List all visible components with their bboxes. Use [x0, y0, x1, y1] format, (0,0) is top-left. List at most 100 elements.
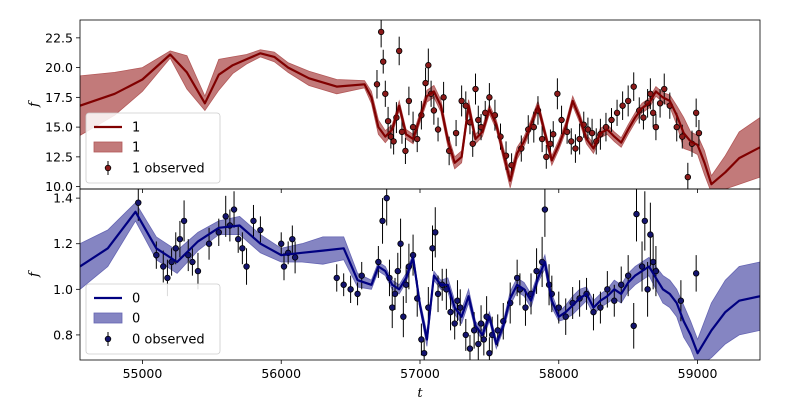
observed-point [454, 297, 461, 304]
x-tick-label: 57000 [400, 366, 440, 381]
top-x-ticks [142, 189, 698, 193]
observed-point [180, 217, 188, 225]
observed-point [647, 90, 654, 97]
observed-point [618, 281, 625, 288]
observed-point [608, 116, 615, 124]
observed-point [541, 206, 549, 213]
y-tick-label: 1.4 [53, 191, 73, 206]
observed-point [420, 349, 428, 357]
observed-point [430, 107, 438, 114]
observed-point [630, 322, 637, 329]
observed-point [692, 109, 700, 117]
observed-point [222, 213, 229, 220]
observed-point [673, 123, 680, 131]
observed-point [480, 336, 488, 343]
observed-point [447, 308, 454, 316]
observed-point [377, 28, 385, 36]
observed-point [280, 263, 288, 270]
x-tick-label: 56000 [261, 366, 301, 381]
observed-point [243, 263, 250, 270]
observed-point [597, 304, 604, 311]
observed-point [475, 116, 482, 124]
observed-point [633, 210, 640, 218]
observed-point [538, 135, 546, 143]
observed-point [588, 129, 596, 137]
observed-point [568, 138, 575, 145]
observed-point [440, 94, 447, 101]
y-tick-label: 12.5 [45, 149, 73, 164]
observed-point [576, 135, 583, 143]
legend-entry-band: 0 [132, 312, 140, 327]
observed-point [333, 274, 340, 282]
observed-point [340, 281, 347, 288]
observed-point [257, 226, 264, 234]
observed-point [513, 274, 521, 282]
observed-point [452, 129, 460, 137]
observed-point [414, 135, 421, 143]
observed-point [383, 194, 390, 202]
observed-point [677, 297, 685, 304]
observed-point [649, 109, 657, 117]
x-tick-label: 59000 [678, 366, 718, 381]
observed-point [375, 258, 382, 266]
observed-point [289, 235, 296, 243]
observed-point [458, 97, 465, 105]
legend-point-swatch [104, 164, 112, 172]
legend-band-swatch [93, 312, 123, 324]
observed-point [466, 345, 474, 352]
x-tick-label: 55000 [123, 366, 163, 381]
legend-band-swatch [93, 141, 123, 153]
observed-point [624, 97, 632, 105]
observed-point [486, 349, 493, 357]
observed-point [389, 304, 396, 311]
observed-point [391, 290, 399, 298]
observed-point [584, 126, 592, 133]
observed-point [469, 140, 476, 147]
observed-point [679, 133, 686, 140]
observed-point [250, 217, 257, 225]
bottom-x-ticks: 55000 56000 57000 58000 59000 [123, 360, 718, 381]
y-tick-label: 10.0 [45, 179, 73, 194]
observed-point [562, 313, 569, 320]
observed-point [457, 304, 464, 311]
observed-point [644, 286, 651, 293]
observed-point [153, 251, 160, 259]
observed-point [572, 145, 579, 152]
observed-point [384, 117, 392, 125]
observed-point [135, 199, 142, 206]
legend-box [85, 112, 221, 184]
observed-point [379, 217, 386, 225]
observed-point [477, 320, 485, 327]
observed-point [176, 235, 184, 243]
observed-point [409, 123, 417, 131]
mean-line-path [80, 52, 760, 186]
observed-point [641, 217, 649, 225]
top-legend: 1 1 1 observed [85, 112, 221, 184]
observed-point [394, 267, 401, 275]
observed-point [619, 102, 626, 109]
observed-point [405, 97, 413, 105]
observed-point [395, 47, 403, 55]
observed-point [550, 131, 557, 138]
bottom-legend: 0 0 0 observed [85, 283, 221, 355]
top-panel: 10.0 12.5 15.0 17.5 20.0 22.5 f 1 1 1 observed [27, 19, 761, 194]
observed-point [215, 229, 222, 236]
mean-line-path [80, 210, 760, 355]
observed-point [291, 254, 299, 261]
observed-point [380, 58, 387, 65]
observed-point [638, 263, 646, 270]
observed-point [472, 85, 479, 93]
bottom-y-ticks: 0.8 1.0 1.2 1.4 [53, 191, 80, 342]
observed-point [640, 114, 647, 121]
observed-point [630, 83, 637, 90]
observed-point [462, 331, 469, 339]
legend-entry-observed: 1 observed [132, 162, 205, 177]
bottom-y-axis-label: f [27, 270, 42, 278]
observed-point [533, 267, 540, 275]
observed-point [239, 245, 246, 252]
observed-point [189, 258, 196, 266]
observed-point [613, 109, 621, 117]
observed-point [522, 304, 529, 311]
observed-point [358, 272, 365, 279]
observed-point [470, 327, 478, 334]
